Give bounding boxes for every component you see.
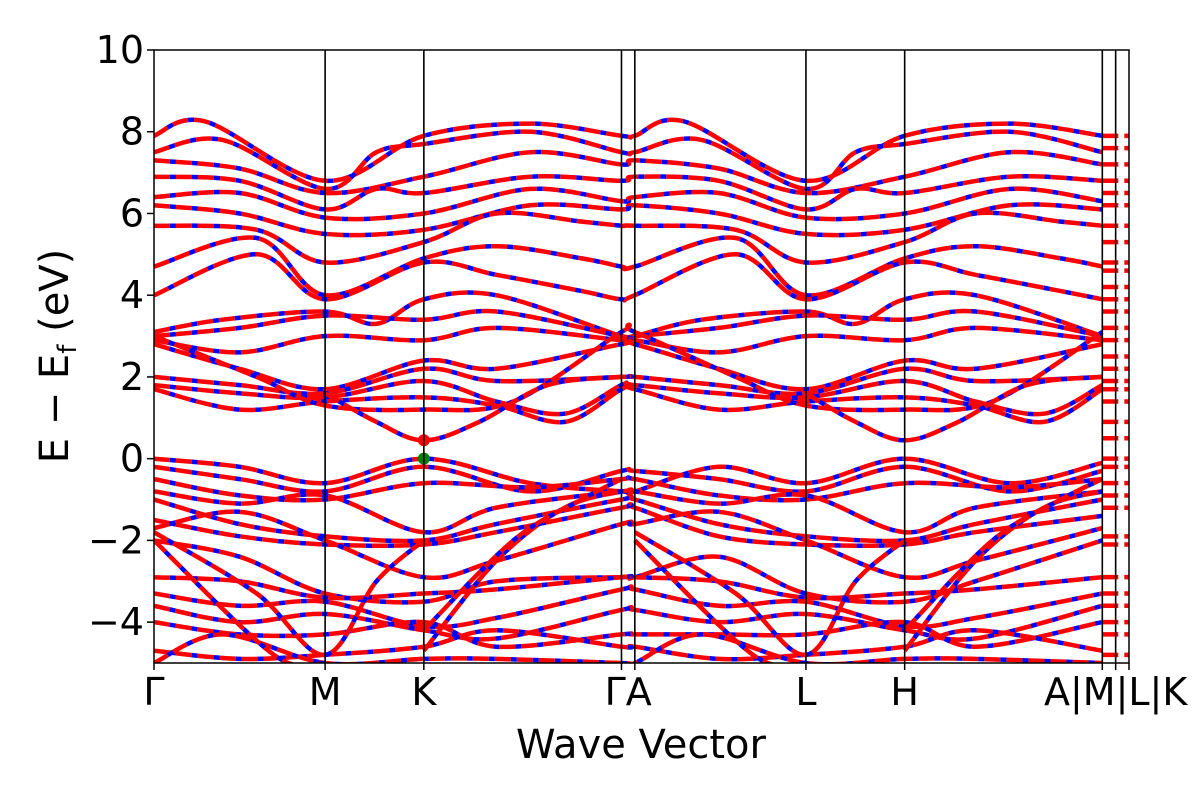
band-line-spin-down <box>154 149 1103 196</box>
band-line-spin-up <box>154 509 1103 581</box>
y-tick-label: 2 <box>120 355 144 399</box>
band-line-spin-down <box>154 322 1104 413</box>
x-tick-label: L <box>795 670 816 714</box>
x-axis-ticks: Γ M K ΓA L H A|M|L|K <box>143 663 1188 715</box>
band-line-spin-up <box>154 475 1103 503</box>
band-line-spin-up <box>154 383 1104 425</box>
band-line-spin-down <box>324 374 622 443</box>
y-axis-ticks: −4 −2 0 2 4 6 8 10 <box>88 28 154 644</box>
band-line-spin-up <box>154 530 426 658</box>
band-line-spin-down <box>154 210 1103 265</box>
band-line-spin-down <box>154 538 326 663</box>
y-tick-label: 0 <box>120 437 144 481</box>
band-line-spin-down <box>903 477 1104 632</box>
band-line-spin-down <box>154 235 1103 298</box>
band-line-spin-down <box>154 632 1103 663</box>
band-line-spin-down <box>154 509 1103 581</box>
band-line-spin-up <box>154 538 326 663</box>
x-tick-label: Γ <box>143 670 164 714</box>
band-line-spin-down <box>422 489 623 653</box>
y-axis-label: E − Ef (eV) <box>32 249 83 464</box>
band-line-spin-up <box>154 252 1103 303</box>
band-line-spin-up <box>633 538 807 663</box>
y-axis-label-main: E − E <box>32 354 78 464</box>
band-line-spin-up <box>324 374 622 443</box>
band-line-spin-up <box>154 366 1103 397</box>
band-line-spin-down <box>154 487 1103 535</box>
y-axis-label-sub: f <box>53 344 83 354</box>
y-tick-label: 8 <box>120 110 144 154</box>
band-line-spin-up <box>154 308 1103 341</box>
band-line-spin-up <box>154 378 1104 417</box>
band-line-spin-up <box>422 477 623 632</box>
x-tick-label: K <box>411 670 437 714</box>
band-line-spin-down <box>154 338 1103 392</box>
band-line-spin-up <box>154 325 1103 355</box>
band-line-spin-up <box>154 456 1103 496</box>
band-line-spin-up <box>633 530 907 658</box>
x-tick-label: ΓA <box>605 670 652 714</box>
band-line-spin-up <box>154 186 1103 222</box>
band-line-spin-up <box>154 235 1103 298</box>
band-line-spin-up <box>154 322 1104 413</box>
band-line-spin-down <box>154 186 1103 222</box>
band-line-spin-up <box>154 502 1103 548</box>
band-line-spin-up <box>154 210 1103 265</box>
y-axis-label-unit: (eV) <box>32 249 78 345</box>
band-line-spin-up <box>903 477 1104 632</box>
band-line-spin-up <box>804 374 1103 443</box>
band-line-spin-down <box>154 202 1103 238</box>
band-line-spin-down <box>154 538 1103 605</box>
y-tick-label: 10 <box>96 28 144 72</box>
x-tick-label: H <box>890 670 919 714</box>
band-line-spin-up <box>422 489 623 653</box>
y-tick-label: −4 <box>88 600 144 644</box>
bands-layer <box>154 117 1129 663</box>
band-line-spin-up <box>154 117 1103 184</box>
x-tick-label: M <box>309 670 342 714</box>
band-line-spin-down <box>154 475 1103 503</box>
y-tick-label: 6 <box>120 191 144 235</box>
band-line-spin-down <box>154 619 1103 650</box>
high-symmetry-lines <box>324 50 1117 663</box>
band-line-spin-down <box>154 456 1103 496</box>
band-line-spin-down <box>422 477 623 632</box>
band-line-spin-up <box>154 149 1103 196</box>
band-line-spin-up <box>154 632 1103 663</box>
band-line-spin-up <box>154 573 1103 601</box>
band-line-spin-up <box>154 202 1103 238</box>
y-tick-label: 4 <box>120 273 144 317</box>
x-axis-label: Wave Vector <box>516 722 767 768</box>
y-tick-label: −2 <box>88 518 144 562</box>
x-tick-label: A|M|L|K <box>1044 670 1188 715</box>
band-line-spin-down <box>154 628 1103 662</box>
band-line-spin-up <box>902 489 1103 653</box>
band-line-spin-up <box>154 487 1103 535</box>
plot-frame <box>153 49 1130 664</box>
band-line-spin-up <box>154 338 1103 392</box>
band-line-spin-up <box>154 464 1103 494</box>
